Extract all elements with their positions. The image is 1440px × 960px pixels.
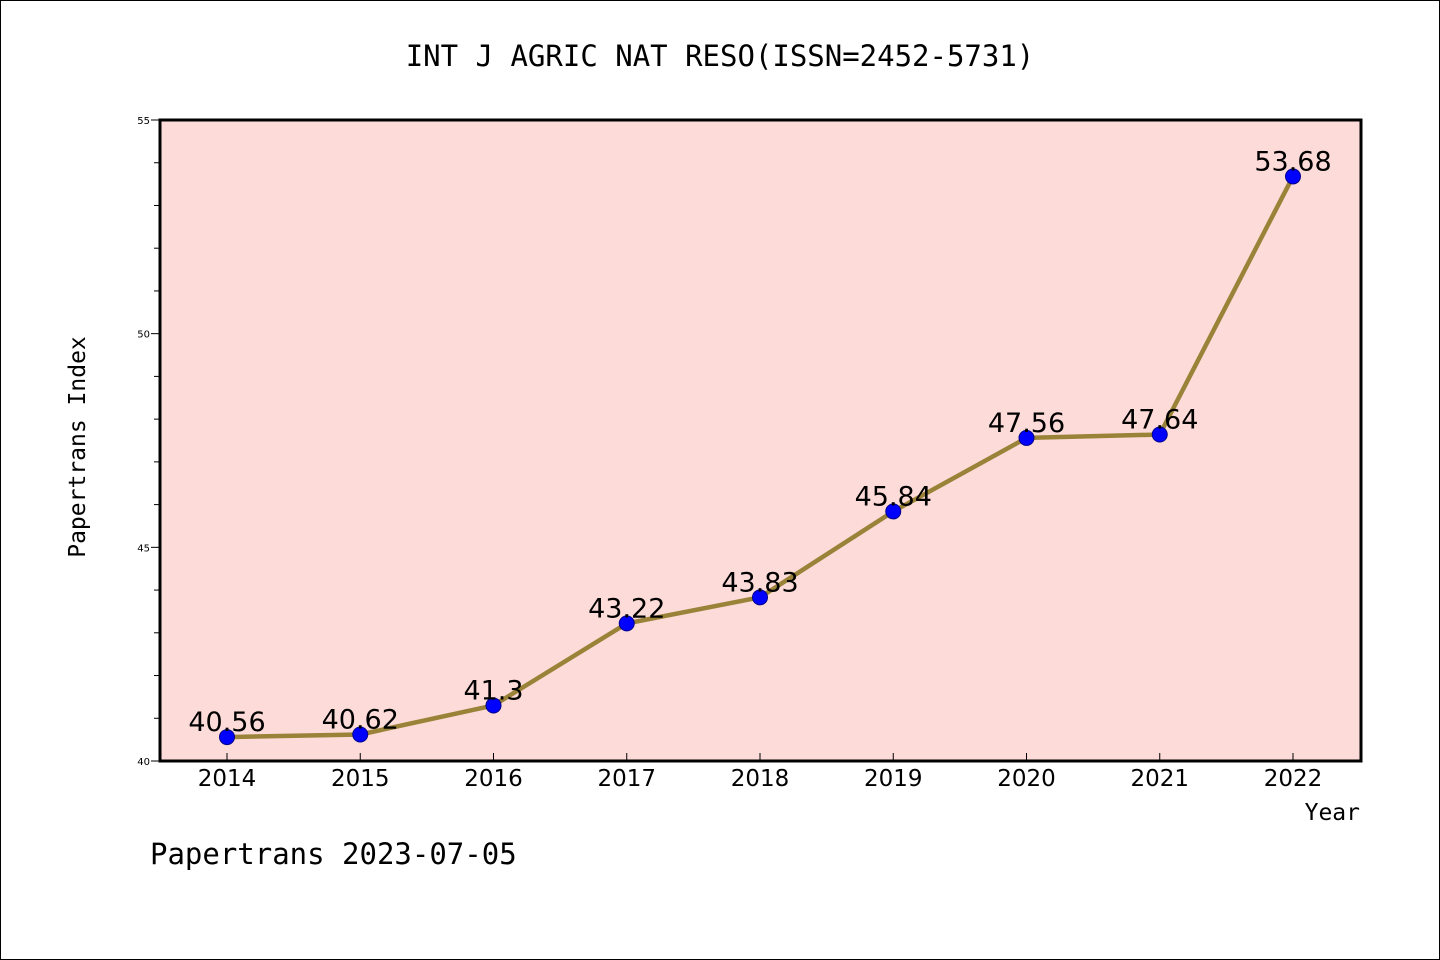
data-point <box>618 615 635 632</box>
x-tick-label: 2019 <box>864 766 923 792</box>
y-tick-label: 50 <box>137 330 150 341</box>
x-tick-label: 2020 <box>997 766 1056 792</box>
data-label: 40.62 <box>322 705 399 736</box>
x-tick-label: 2017 <box>597 766 656 792</box>
data-label: 40.56 <box>188 707 265 738</box>
x-axis-label: Year <box>1305 800 1360 826</box>
x-tick-label: 2014 <box>198 766 257 792</box>
data-label: 47.64 <box>1121 405 1198 436</box>
data-labels-group: 40.56 40.62 41.3 43.22 43.83 45.84 47.56 47.64 5… <box>188 146 1331 738</box>
x-tick-label: 2015 <box>331 766 390 792</box>
data-point <box>1285 168 1301 185</box>
plot-area <box>158 118 1363 763</box>
data-point <box>352 726 369 743</box>
data-label: 41.3 <box>463 675 523 706</box>
x-tick-label: 2021 <box>1130 766 1189 792</box>
data-label: 53.68 <box>1254 146 1331 177</box>
x-tick-label: 2016 <box>464 766 523 792</box>
data-point <box>1151 426 1168 443</box>
footer-watermark: Papertrans 2023-07-05 <box>150 837 517 871</box>
y-tick-label: 55 <box>137 116 150 127</box>
x-axis: 2014 2015 2016 2017 2018 2019 2020 2021 2022 <box>198 753 1323 792</box>
x-tick-label: 2018 <box>731 766 790 792</box>
data-point <box>219 729 235 746</box>
data-label: 43.83 <box>721 567 798 598</box>
data-label: 47.56 <box>988 408 1065 439</box>
data-label: 43.22 <box>588 593 665 624</box>
y-tick-label: 45 <box>137 543 150 554</box>
chart-title: INT J AGRIC NAT RESO(ISSN=2452-5731) <box>406 39 1035 73</box>
y-axis: 40 45 50 55 <box>137 116 160 768</box>
data-point <box>885 503 902 520</box>
data-label: 45.84 <box>855 481 932 512</box>
y-axis-label: Papertrans Index <box>65 336 91 558</box>
data-point <box>752 589 768 606</box>
x-tick-label: 2022 <box>1264 766 1323 792</box>
data-point <box>485 697 502 714</box>
data-points-group <box>219 168 1301 746</box>
y-tick-label: 40 <box>137 757 150 768</box>
data-point <box>1018 429 1035 446</box>
